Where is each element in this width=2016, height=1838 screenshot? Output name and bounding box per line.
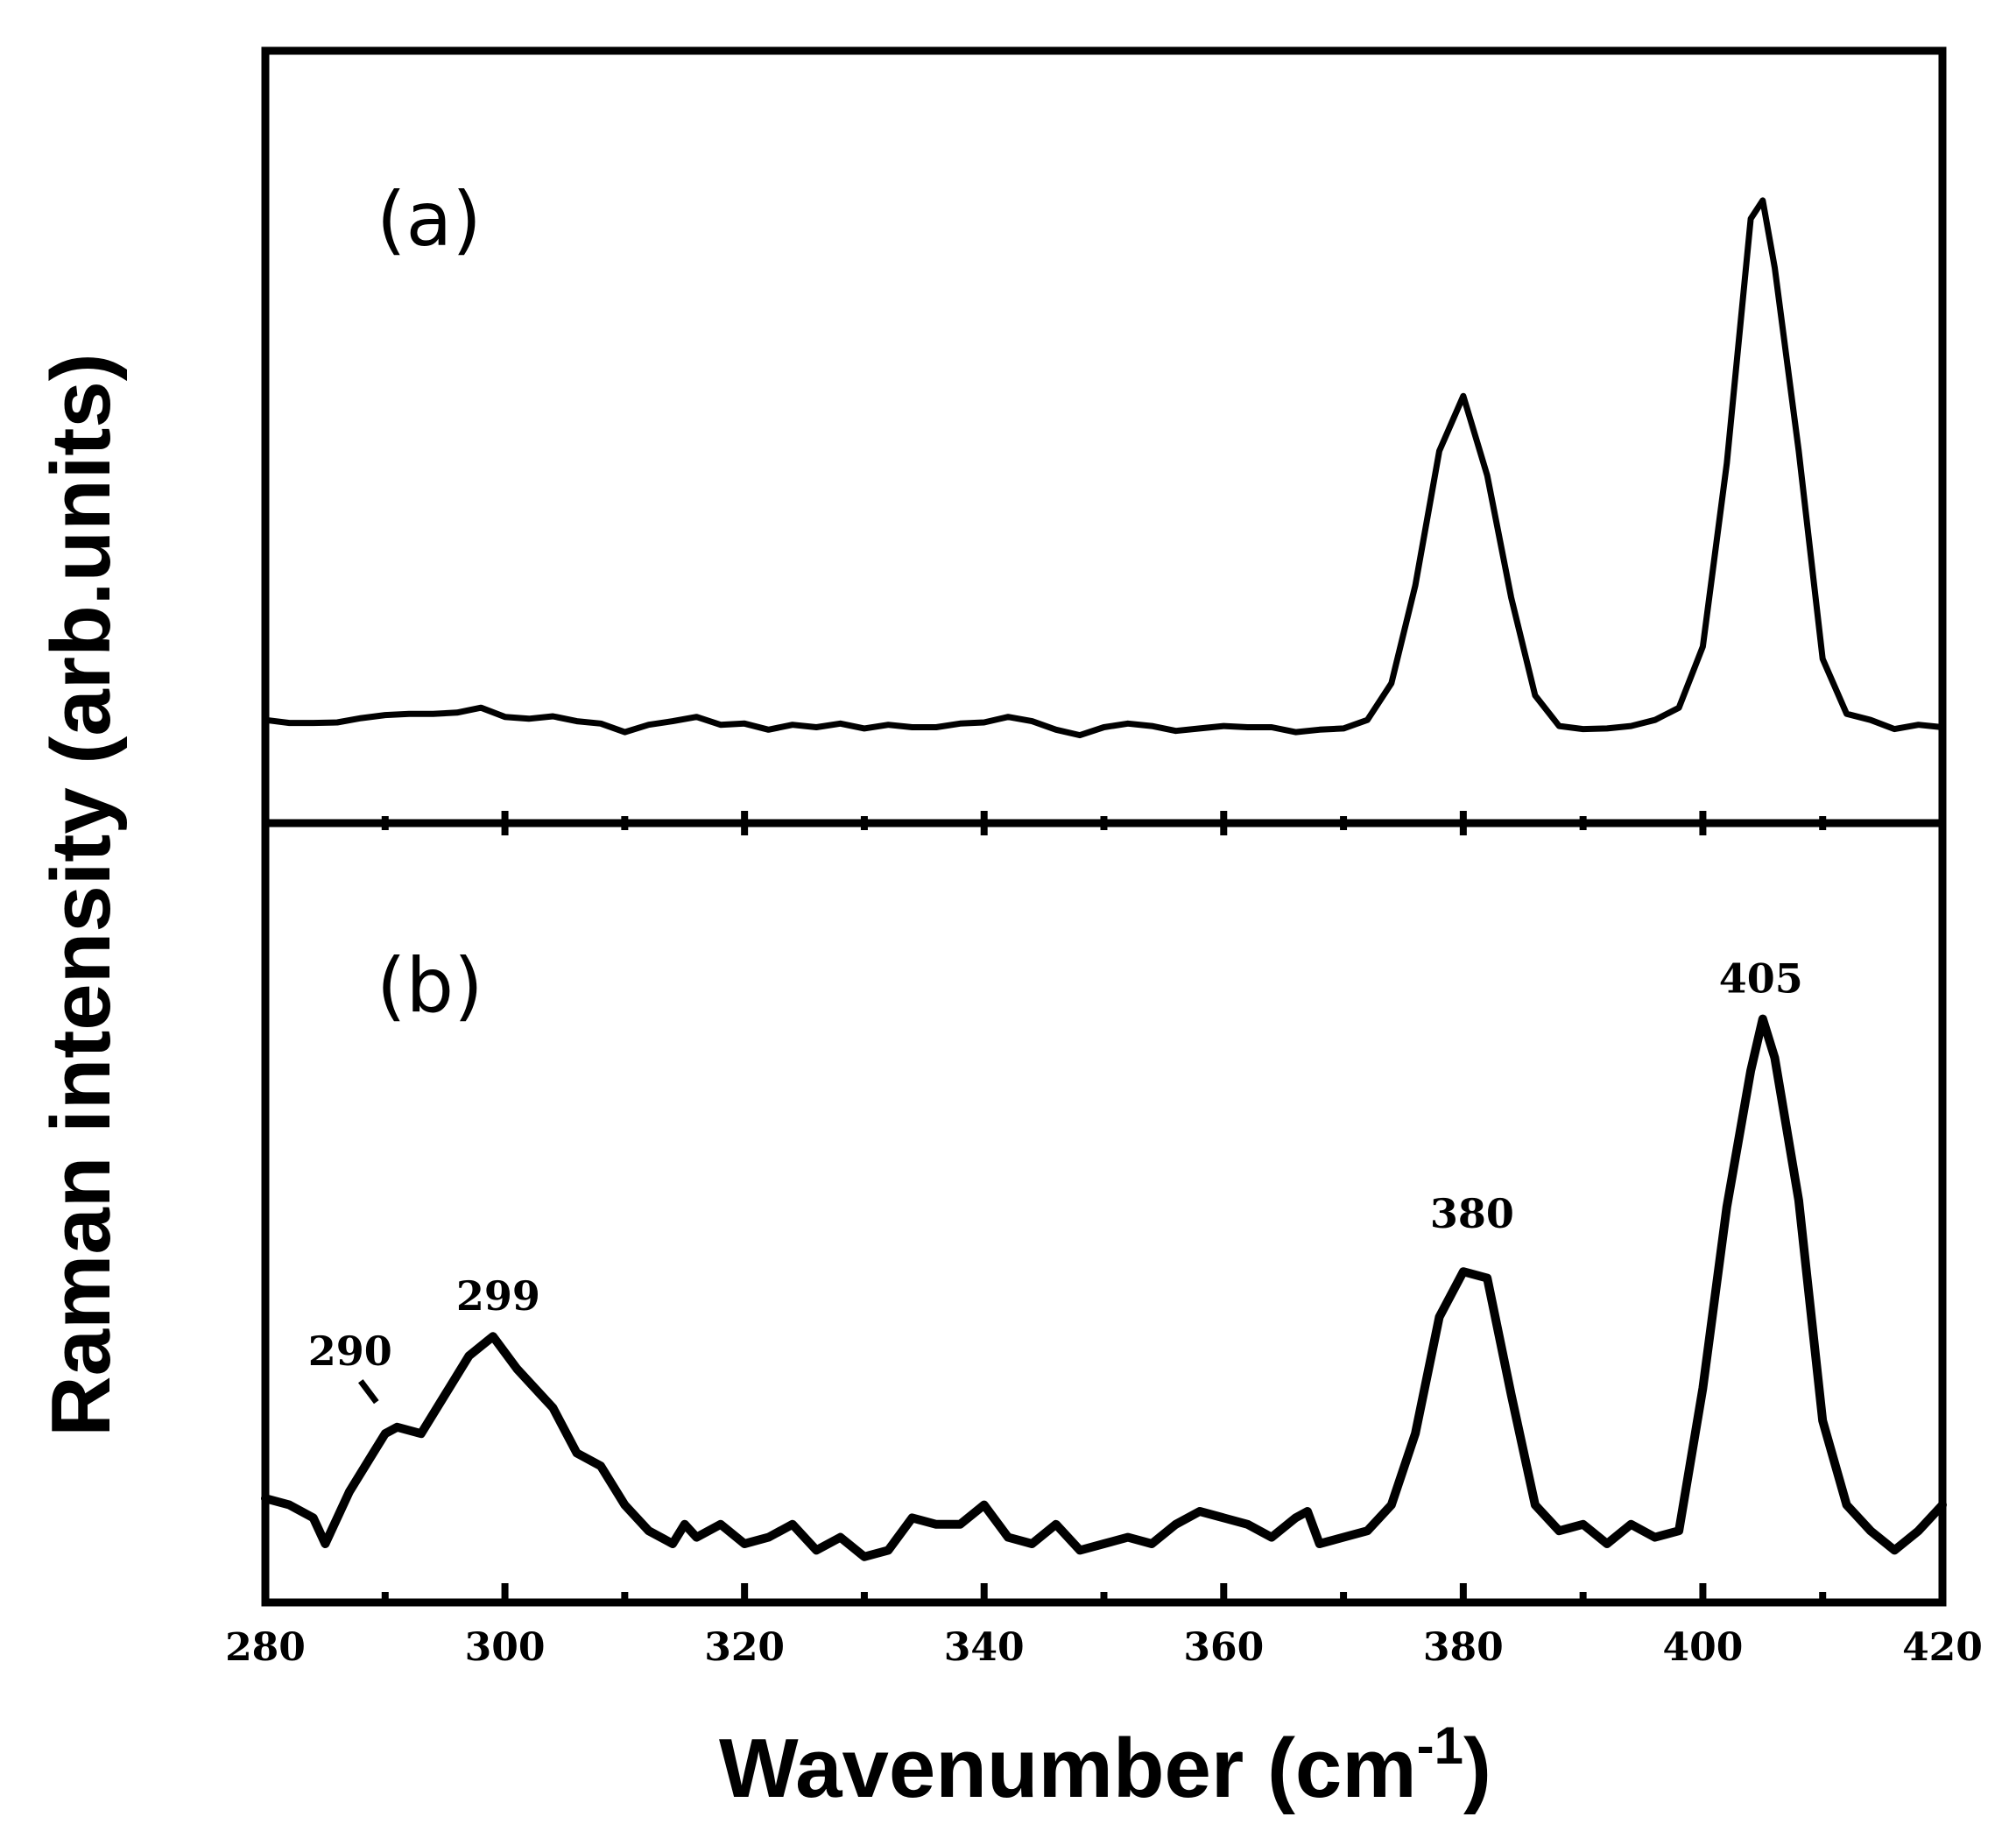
series-line-panel-a	[262, 197, 1946, 739]
x-tick-label-340: 340	[944, 1625, 1025, 1670]
annotation-leader-290	[357, 1379, 379, 1405]
panel-a-label: (a)	[377, 176, 482, 264]
x-tick-label-380: 380	[1423, 1625, 1504, 1670]
y-axis-title: Raman intensity (arb.units)	[34, 353, 128, 1437]
x-tick-label-400: 400	[1662, 1625, 1743, 1670]
x-tick-label-280: 280	[225, 1625, 306, 1670]
x-tick-label-360: 360	[1183, 1625, 1264, 1670]
x-tick-label-300: 300	[465, 1625, 546, 1670]
tick-layer: 280 300 320 340 360 380 400 420	[225, 811, 1983, 1670]
panel-b-label: (b)	[377, 942, 483, 1030]
x-axis-title-close: )	[1463, 1722, 1491, 1815]
label-layer: (a) (b) Raman intensity (arb.units) Wave…	[34, 176, 1803, 1815]
peak-label-290: 290	[308, 1327, 392, 1375]
x-tick-label-420: 420	[1902, 1625, 1983, 1670]
x-axis-title-superscript: -1	[1417, 1716, 1463, 1775]
x-axis-title: Wavenumber (cm-1)	[719, 1716, 1491, 1815]
x-axis-title-main: Wavenumber (cm	[719, 1722, 1417, 1815]
peak-label-405: 405	[1719, 955, 1803, 1003]
trace-layer	[261, 197, 1947, 1561]
peak-label-299: 299	[456, 1272, 540, 1320]
x-tick-label-320: 320	[704, 1625, 785, 1670]
series-line-panel-b	[261, 1014, 1947, 1561]
peak-label-380: 380	[1430, 1190, 1514, 1237]
